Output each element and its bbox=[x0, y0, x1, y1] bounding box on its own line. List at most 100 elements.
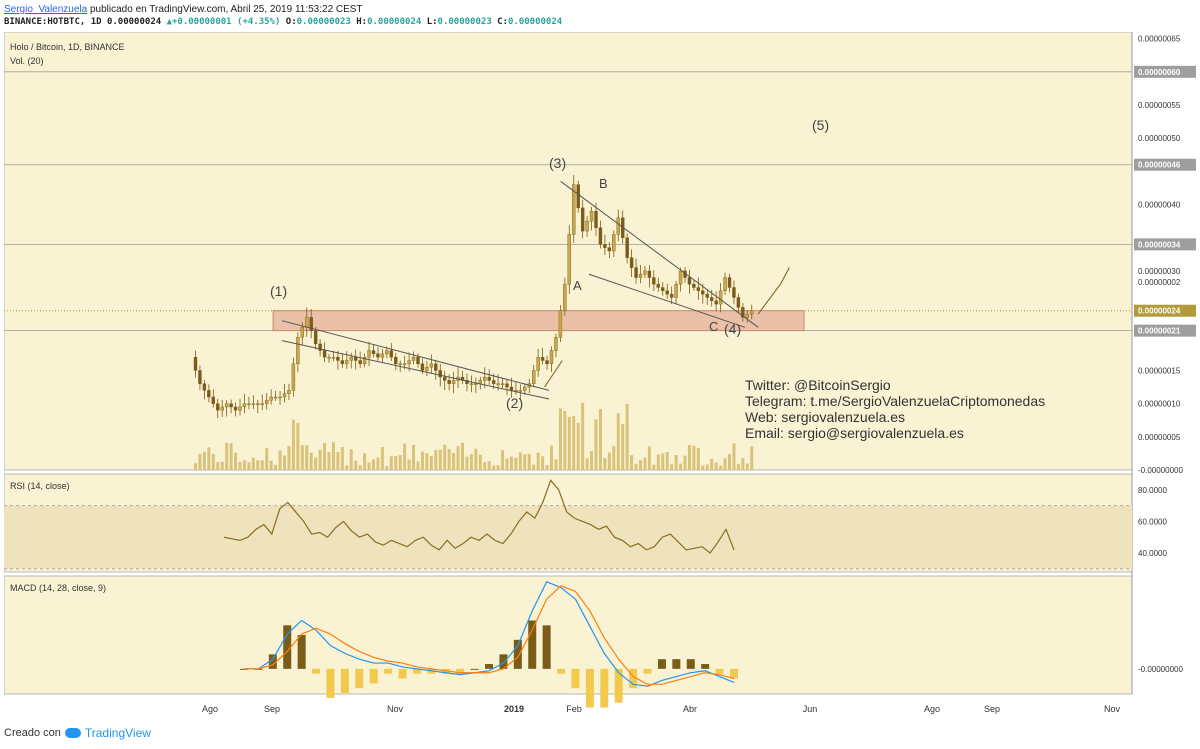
tradingview-brand[interactable]: TradingView bbox=[84, 726, 151, 740]
volume-bar bbox=[385, 465, 389, 470]
time-tick-label: Ago bbox=[924, 704, 940, 714]
created-with-label: Creado con bbox=[4, 727, 61, 739]
candle-body bbox=[349, 356, 353, 361]
candle-body bbox=[300, 327, 304, 338]
candle-body bbox=[558, 310, 563, 338]
candle-body bbox=[416, 356, 420, 365]
volume-bar bbox=[621, 423, 625, 470]
macd-histogram-bar bbox=[369, 668, 378, 684]
macd-histogram-bar bbox=[730, 668, 738, 679]
volume-bar bbox=[469, 453, 473, 470]
volume-bar bbox=[216, 462, 220, 470]
volume-bar bbox=[728, 454, 731, 470]
volume-bar bbox=[309, 452, 313, 470]
candle-body bbox=[291, 363, 296, 391]
candle-body bbox=[451, 380, 456, 384]
volume-bar bbox=[732, 443, 736, 470]
macd-series bbox=[240, 581, 738, 708]
volume-bar bbox=[336, 451, 340, 470]
volume-bar bbox=[696, 447, 700, 470]
volume-bar bbox=[554, 459, 558, 470]
volume-bar bbox=[283, 455, 286, 470]
volume-bar bbox=[456, 446, 460, 470]
macd-histogram-bar bbox=[355, 668, 364, 689]
contact-block: Twitter: @BitcoinSergio Telegram: t.me/S… bbox=[745, 377, 1045, 441]
volume-bar bbox=[545, 465, 549, 470]
candles bbox=[193, 175, 754, 419]
volume-bar bbox=[550, 445, 553, 470]
volume-bar bbox=[719, 465, 723, 470]
macd-histogram-bar bbox=[542, 625, 551, 669]
volume-bar bbox=[389, 456, 393, 470]
candle-body bbox=[718, 290, 723, 305]
wave-3-label: (3) bbox=[549, 155, 566, 171]
wave-4-label: (4) bbox=[724, 321, 741, 337]
time-axis: Ago Sep Nov 2019 Feb Abr Jun Ago Sep Nov bbox=[202, 704, 1121, 714]
candle-body bbox=[736, 297, 741, 308]
volume-bar bbox=[300, 445, 304, 470]
candle-body bbox=[198, 370, 202, 384]
volume-bar bbox=[354, 460, 358, 470]
macd-histogram-bar bbox=[715, 668, 724, 674]
price-badge bbox=[1134, 158, 1196, 171]
chart-svg[interactable]: Holo / Bitcoin, 1D, BINANCE Vol. (20) RS… bbox=[3, 31, 1200, 720]
price-tick-label: 0.00000055 bbox=[1138, 101, 1181, 110]
candle-body bbox=[549, 350, 554, 365]
rsi-series bbox=[4, 479, 1132, 570]
chart-area[interactable]: Holo / Bitcoin, 1D, BINANCE Vol. (20) RS… bbox=[3, 31, 1200, 720]
volume-bar bbox=[745, 463, 749, 470]
volume-bar bbox=[398, 455, 402, 470]
candle-body bbox=[580, 207, 585, 232]
price-badge-label: 0.00000024 bbox=[1138, 307, 1181, 316]
candle-body bbox=[603, 244, 607, 248]
candle-body bbox=[322, 350, 327, 358]
main-pane-title: Holo / Bitcoin, 1D, BINANCE bbox=[10, 42, 125, 52]
volume-bar bbox=[327, 451, 331, 470]
time-tick-label: Abr bbox=[683, 704, 697, 714]
candle-body bbox=[247, 403, 251, 405]
macd-histogram-bar bbox=[398, 668, 407, 679]
volume-bar bbox=[407, 459, 411, 470]
volume-bar bbox=[465, 456, 469, 470]
candle-body bbox=[745, 313, 749, 318]
candle-body bbox=[669, 293, 674, 298]
candle-body bbox=[469, 383, 474, 385]
macd-histogram-bar bbox=[470, 668, 479, 670]
volume-bar bbox=[474, 448, 478, 470]
candle-body bbox=[420, 363, 425, 371]
macd-histogram-bar bbox=[513, 639, 522, 669]
trendline-drawings bbox=[281, 180, 790, 400]
volume-bar bbox=[585, 458, 589, 470]
candle-body bbox=[354, 356, 358, 361]
macd-histogram-bar bbox=[657, 659, 666, 669]
macd-histogram-bar bbox=[326, 668, 335, 698]
support-zone bbox=[272, 310, 805, 332]
price-badge bbox=[1134, 304, 1196, 317]
email-text: Email: sergio@sergiovalenzuela.es bbox=[745, 425, 964, 441]
candle-body bbox=[647, 270, 652, 278]
volume-bar bbox=[291, 419, 295, 470]
wedge-1-lower bbox=[281, 340, 550, 400]
volume-bar bbox=[349, 449, 353, 470]
candle-body bbox=[358, 360, 362, 365]
time-tick-label: Jun bbox=[803, 704, 818, 714]
low-label: L: bbox=[426, 17, 438, 27]
author-link[interactable]: Sergio_Valenzuela bbox=[4, 4, 88, 15]
candle-body bbox=[233, 406, 238, 411]
candle-body bbox=[727, 277, 732, 288]
volume-bar bbox=[532, 464, 536, 470]
candle-body bbox=[638, 274, 643, 278]
volume-bar bbox=[616, 413, 620, 470]
volume-bar bbox=[541, 456, 545, 470]
candle-body bbox=[652, 277, 656, 285]
macd-histogram-bar bbox=[268, 654, 277, 669]
candle-body bbox=[367, 350, 371, 358]
time-tick-label: Sep bbox=[984, 704, 1000, 714]
volume-bar bbox=[656, 454, 660, 470]
candle-body bbox=[260, 403, 264, 405]
time-tick-label: Nov bbox=[387, 704, 404, 714]
candle-body bbox=[385, 350, 389, 355]
volume-bar bbox=[412, 444, 416, 470]
volume-bar bbox=[647, 446, 651, 470]
candle-body bbox=[643, 270, 647, 275]
